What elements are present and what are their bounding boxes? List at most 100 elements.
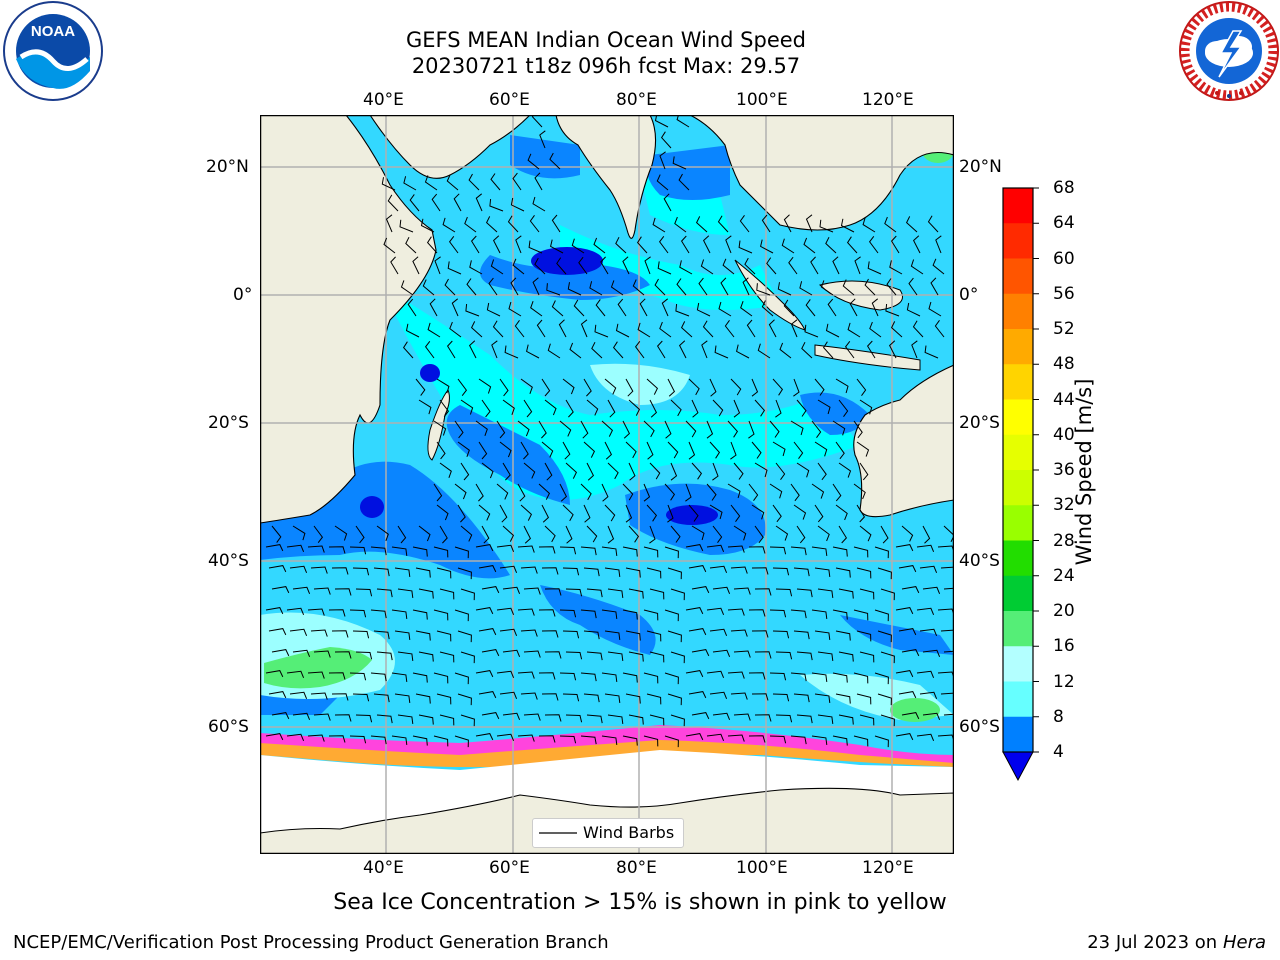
wind-barb [268, 565, 287, 573]
lon-tick-bottom-40e: 40°E [363, 858, 404, 878]
se-asia-land [689, 115, 954, 231]
wind-barb [856, 504, 866, 523]
wind-barb [838, 651, 854, 662]
wind-barb [649, 651, 665, 663]
wind-barb [457, 504, 466, 523]
wind-barb [355, 651, 373, 660]
wind-barb [376, 525, 389, 541]
wind-barb [434, 256, 441, 275]
wind-barb [777, 282, 792, 296]
wind-barb [331, 567, 349, 575]
wind-barb [399, 219, 414, 233]
wind-barb [880, 525, 889, 544]
wind-barb [449, 321, 462, 338]
wind-barb [502, 712, 521, 720]
colorbar-tick-label: 28 [1053, 530, 1075, 551]
wind-barb [433, 483, 443, 502]
wind-barb [520, 378, 533, 394]
wind-barb [412, 609, 428, 620]
wind-barb [775, 588, 793, 597]
wind-barb [565, 462, 578, 479]
wind-barb [646, 504, 658, 522]
colorbar-tick-label: 52 [1053, 319, 1075, 339]
wind-barb [586, 462, 595, 481]
wind-barb [838, 588, 854, 599]
lon-tick-bottom-100e: 100°E [736, 858, 788, 878]
wind-barb [644, 256, 651, 275]
wind-barb [779, 342, 792, 359]
wind-barb [793, 693, 810, 703]
wind-barb [622, 735, 638, 746]
wind-barb [565, 714, 583, 723]
wind-barb [446, 340, 456, 359]
wind-barb [775, 462, 786, 480]
wind-barb [817, 588, 834, 598]
wind-barb [940, 629, 954, 632]
wind-barb [814, 504, 824, 523]
wind-barb [754, 714, 772, 722]
wind-barb [265, 544, 284, 552]
wind-barb [886, 278, 897, 296]
wind-barb [912, 320, 924, 338]
wind-barb [271, 525, 282, 543]
wind-barb [700, 259, 714, 275]
wind-barb [811, 546, 828, 556]
wind-barb [919, 691, 938, 699]
wind-barb [580, 483, 592, 501]
wind-barb [541, 567, 559, 575]
wind-barb [544, 399, 557, 416]
wind-barb [717, 215, 729, 233]
wind-barb [412, 256, 420, 275]
wind-barb [727, 608, 745, 616]
wind-barb [589, 281, 603, 296]
wind-barb [403, 176, 417, 191]
wind-barb [901, 712, 920, 720]
wind-barb [733, 713, 751, 721]
wind-barb [895, 544, 914, 552]
wind-barb [565, 651, 583, 660]
sea-ice-note: Sea Ice Concentration > 15% is shown in … [333, 890, 947, 915]
lat-tick-right-0: 0° [959, 285, 979, 305]
wind-barb [355, 714, 373, 723]
wind-barb [586, 714, 603, 724]
wind-barb [376, 588, 393, 598]
wind-barb [740, 301, 753, 317]
wind-barb [817, 399, 831, 415]
wind-barb [289, 628, 308, 636]
wind-barb [468, 340, 477, 359]
wind-barb [652, 217, 666, 233]
wind-barb [583, 441, 596, 458]
wind-barb [658, 235, 669, 254]
wind-barb [639, 298, 648, 317]
wind-barb [709, 378, 717, 397]
wind-barb [664, 672, 679, 685]
wind-barb [523, 462, 536, 479]
colorbar-tick-label: 56 [1053, 283, 1075, 304]
wind-barb [534, 257, 546, 275]
wind-barb [853, 420, 863, 439]
wind-barb [397, 525, 407, 544]
wind-barb [709, 504, 723, 520]
wind-barb [460, 399, 474, 415]
footer-date: 23 Jul 2023 on Hera [1087, 932, 1266, 953]
wind-barb [688, 628, 707, 636]
wind-barb [628, 714, 644, 725]
wind-barb [811, 420, 822, 438]
wind-barb [727, 734, 745, 742]
wind-barb [541, 441, 554, 458]
wind-barb [901, 586, 920, 594]
wind-barb [447, 261, 462, 275]
wind-barb [680, 235, 690, 254]
wind-barb [804, 324, 819, 338]
wind-barb [465, 303, 480, 317]
colorbar-tick-label: 32 [1053, 495, 1075, 516]
wind-barb [331, 693, 349, 701]
wind-barb [478, 378, 492, 394]
wind-barb [532, 277, 540, 296]
colorbar-label: Wind Speed [m/s] [1072, 378, 1096, 566]
wind-barb [919, 565, 938, 573]
wind-barb [527, 153, 540, 170]
wind-barb [307, 545, 325, 553]
wind-barb [454, 609, 469, 622]
wind-barb [496, 607, 515, 615]
